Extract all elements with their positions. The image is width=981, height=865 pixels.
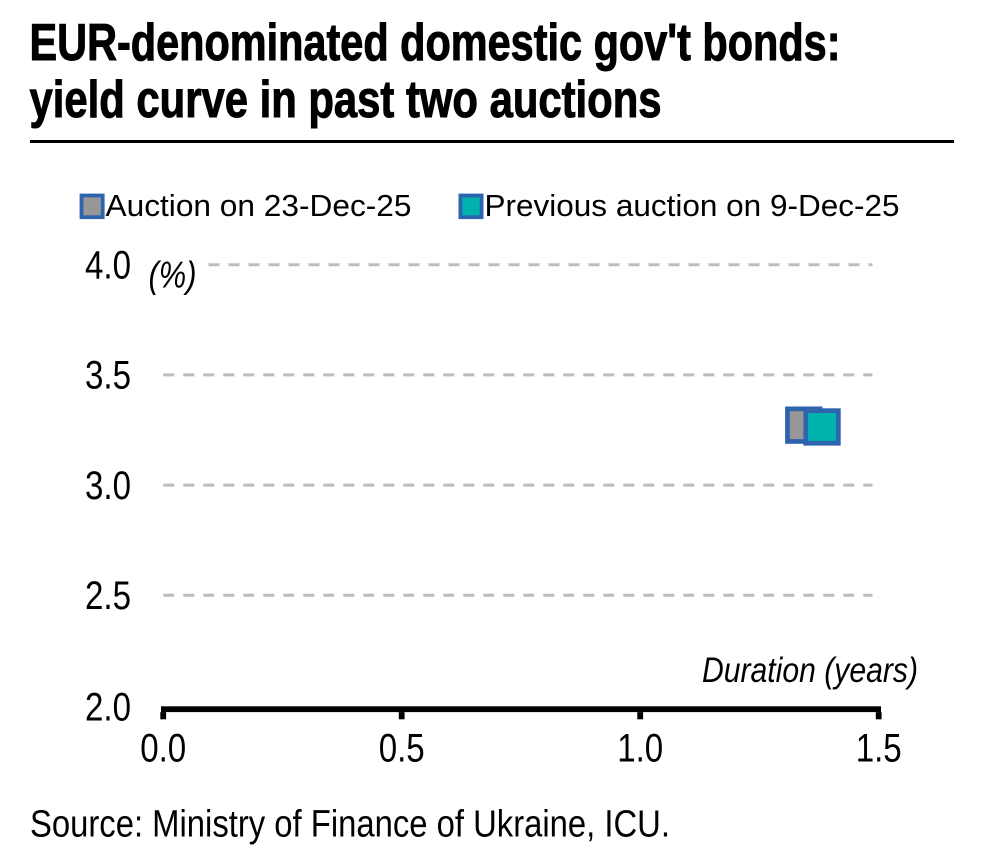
svg-text:0.5: 0.5 <box>379 727 425 771</box>
svg-text:Previous auction on 9-Dec-25: Previous auction on 9-Dec-25 <box>485 188 900 223</box>
svg-text:4.0: 4.0 <box>85 243 131 287</box>
svg-text:0.0: 0.0 <box>140 727 186 771</box>
svg-text:Duration (years): Duration (years) <box>702 650 918 690</box>
svg-text:2.0: 2.0 <box>85 686 131 730</box>
svg-text:(%): (%) <box>149 255 197 296</box>
svg-text:yield curve in past two auctio: yield curve in past two auctions <box>30 71 662 129</box>
svg-text:3.5: 3.5 <box>85 354 131 398</box>
svg-text:1.5: 1.5 <box>856 727 902 771</box>
svg-text:Auction on 23-Dec-25: Auction on 23-Dec-25 <box>106 188 412 223</box>
svg-text:1.0: 1.0 <box>617 727 663 771</box>
svg-text:Source: Ministry of Finance of: Source: Ministry of Finance of Ukraine, … <box>30 804 670 846</box>
svg-text:EUR-denominated domestic gov't: EUR-denominated domestic gov't bonds: <box>30 14 841 72</box>
svg-text:3.0: 3.0 <box>85 464 131 508</box>
svg-text:2.5: 2.5 <box>85 574 131 618</box>
